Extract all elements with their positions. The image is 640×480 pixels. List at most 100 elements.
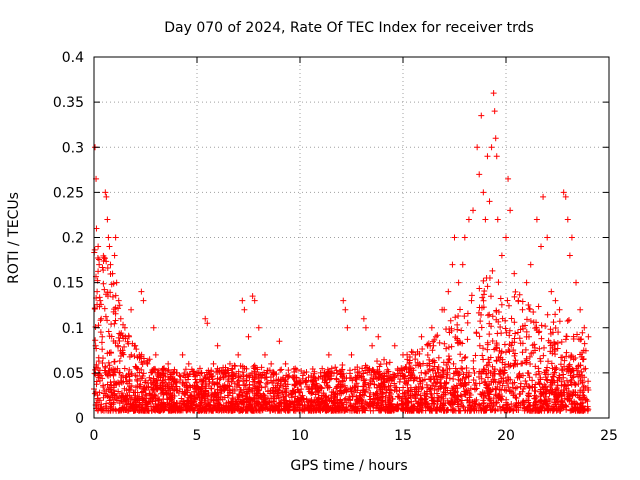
data-point bbox=[94, 254, 101, 261]
data-point bbox=[258, 375, 265, 382]
data-point bbox=[379, 405, 386, 412]
data-point bbox=[435, 354, 442, 361]
data-point bbox=[119, 349, 126, 356]
data-point bbox=[511, 335, 518, 342]
data-point bbox=[520, 398, 527, 405]
data-point bbox=[371, 369, 378, 376]
data-point bbox=[182, 366, 189, 373]
data-point bbox=[147, 403, 154, 410]
data-point bbox=[529, 377, 536, 384]
data-point bbox=[239, 369, 246, 376]
data-point bbox=[432, 370, 439, 377]
data-point bbox=[549, 350, 556, 357]
data-point bbox=[480, 277, 487, 284]
data-point bbox=[131, 353, 138, 360]
data-point bbox=[554, 398, 561, 405]
data-point bbox=[440, 391, 447, 398]
data-point bbox=[515, 371, 522, 378]
data-point bbox=[424, 390, 431, 397]
data-point bbox=[352, 366, 359, 373]
data-point bbox=[377, 388, 384, 395]
data-point bbox=[126, 405, 133, 412]
data-point bbox=[378, 381, 385, 388]
data-point bbox=[293, 366, 300, 373]
data-point bbox=[552, 297, 559, 304]
data-point bbox=[367, 389, 374, 396]
data-point bbox=[185, 405, 192, 412]
data-point bbox=[331, 404, 338, 411]
data-point bbox=[426, 356, 433, 363]
data-point bbox=[537, 355, 544, 362]
data-point bbox=[412, 395, 419, 402]
data-point bbox=[118, 397, 125, 404]
data-point bbox=[361, 387, 368, 394]
data-point bbox=[302, 377, 309, 384]
data-point bbox=[297, 396, 304, 403]
data-point bbox=[246, 381, 253, 388]
data-point bbox=[214, 369, 221, 376]
data-point bbox=[568, 407, 575, 414]
y-tick-label: 0.3 bbox=[62, 140, 84, 156]
data-point bbox=[548, 405, 555, 412]
data-point bbox=[489, 313, 496, 320]
y-tick-label: 0.35 bbox=[53, 95, 84, 111]
data-point bbox=[500, 404, 507, 411]
data-point bbox=[193, 385, 200, 392]
data-point bbox=[117, 315, 124, 322]
data-point bbox=[157, 400, 164, 407]
data-point bbox=[113, 279, 120, 286]
data-point bbox=[346, 393, 353, 400]
data-point bbox=[494, 216, 501, 223]
data-point bbox=[523, 279, 530, 286]
data-point bbox=[352, 387, 359, 394]
data-point bbox=[208, 367, 215, 374]
data-point bbox=[428, 324, 435, 331]
data-point bbox=[276, 338, 283, 345]
data-point bbox=[387, 407, 394, 414]
data-point bbox=[573, 365, 580, 372]
data-point bbox=[240, 407, 247, 414]
data-point bbox=[462, 391, 469, 398]
data-point bbox=[251, 385, 258, 392]
data-point bbox=[98, 401, 105, 408]
data-point bbox=[241, 306, 248, 313]
data-point bbox=[291, 382, 298, 389]
data-point bbox=[489, 267, 496, 274]
data-point bbox=[511, 293, 518, 300]
data-point bbox=[191, 388, 198, 395]
data-point bbox=[525, 370, 532, 377]
data-point bbox=[445, 353, 452, 360]
data-point bbox=[552, 351, 559, 358]
data-point bbox=[112, 234, 119, 241]
data-point bbox=[457, 306, 464, 313]
data-point bbox=[225, 367, 232, 374]
data-point bbox=[511, 270, 518, 277]
data-point bbox=[315, 401, 322, 408]
data-point bbox=[100, 383, 107, 390]
data-point bbox=[362, 379, 369, 386]
data-point bbox=[165, 366, 172, 373]
data-point bbox=[495, 318, 502, 325]
data-point bbox=[360, 315, 367, 322]
data-point bbox=[178, 395, 185, 402]
data-point bbox=[436, 339, 443, 346]
data-point bbox=[284, 381, 291, 388]
data-point bbox=[247, 396, 254, 403]
data-point bbox=[571, 379, 578, 386]
data-point bbox=[394, 401, 401, 408]
data-point bbox=[379, 397, 386, 404]
data-point bbox=[225, 372, 232, 379]
data-point bbox=[516, 291, 523, 298]
data-point bbox=[240, 399, 247, 406]
data-point bbox=[537, 358, 544, 365]
data-point bbox=[375, 395, 382, 402]
data-point bbox=[108, 366, 115, 373]
data-point bbox=[95, 243, 102, 250]
data-point bbox=[243, 373, 250, 380]
data-point bbox=[441, 306, 448, 313]
data-point bbox=[517, 326, 524, 333]
data-point bbox=[486, 359, 493, 366]
data-point bbox=[111, 392, 118, 399]
data-point bbox=[480, 345, 487, 352]
data-point bbox=[537, 386, 544, 393]
